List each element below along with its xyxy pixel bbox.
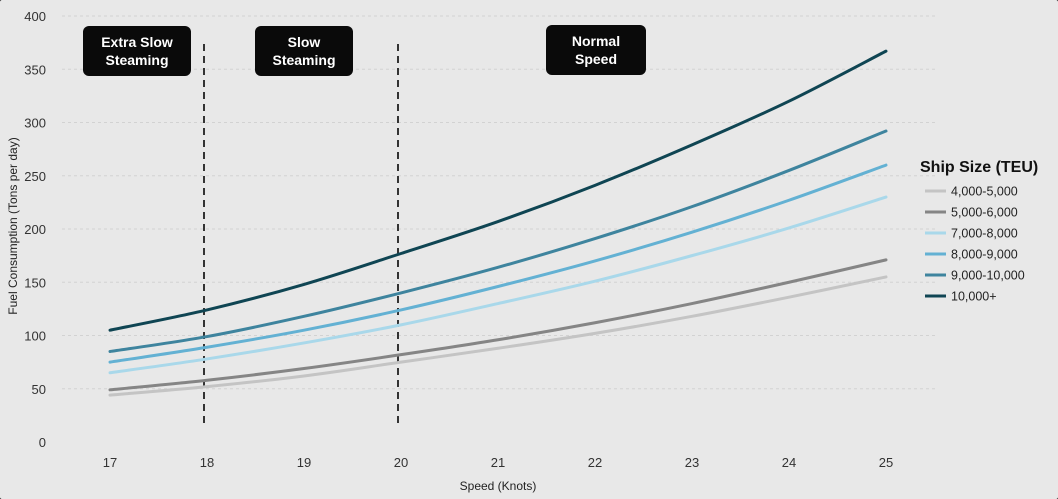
legend-item: 4,000-5,000 — [925, 185, 1018, 199]
annotation-extra-slow-steaming: Extra Slow Steaming — [83, 26, 191, 76]
legend-item: 10,000+ — [925, 290, 997, 304]
legend-title: Ship Size (TEU) — [920, 159, 1038, 176]
legend-item: 5,000-6,000 — [925, 206, 1018, 220]
y-tick-label: 300 — [24, 116, 46, 131]
x-tick-label: 22 — [588, 455, 602, 470]
x-tick-label: 18 — [200, 455, 214, 470]
series-lines — [108, 49, 888, 397]
y-tick-label: 400 — [24, 9, 46, 24]
legend-item: 8,000-9,000 — [925, 248, 1018, 262]
y-tick-label: 100 — [24, 329, 46, 344]
series-line — [108, 195, 888, 375]
legend-label: 4,000-5,000 — [951, 185, 1018, 199]
x-tick-label: 19 — [297, 455, 311, 470]
legend-label: 7,000-8,000 — [951, 227, 1018, 241]
series-line — [108, 129, 888, 353]
y-tick-label: 0 — [39, 435, 46, 450]
x-tick-label: 17 — [103, 455, 117, 470]
x-tick-label: 23 — [685, 455, 699, 470]
y-axis-ticks: 0 50 100 150 200 250 300 350 400 — [24, 9, 46, 450]
x-axis-title: Speed (Knots) — [460, 479, 537, 493]
reference-lines — [203, 44, 399, 428]
y-tick-label: 350 — [24, 62, 46, 77]
y-tick-label: 200 — [24, 222, 46, 237]
x-tick-label: 25 — [879, 455, 893, 470]
annotation-normal-speed: Normal Speed — [546, 25, 646, 75]
series-line — [108, 49, 888, 332]
legend-label: 5,000-6,000 — [951, 206, 1018, 220]
x-axis-ticks: 17 18 19 20 21 22 23 24 25 — [103, 455, 893, 470]
legend-item: 7,000-8,000 — [925, 227, 1018, 241]
legend-item: 9,000-10,000 — [925, 269, 1025, 283]
gridlines — [62, 15, 936, 390]
y-tick-label: 250 — [24, 169, 46, 184]
x-tick-label: 21 — [491, 455, 505, 470]
annotation-slow-steaming: Slow Steaming — [255, 26, 353, 76]
series-line — [108, 258, 888, 392]
series-line — [108, 163, 888, 364]
legend-label: 10,000+ — [951, 290, 997, 304]
legend: Ship Size (TEU) 4,000-5,000 5,000-6,000 7,… — [920, 159, 1038, 304]
x-tick-label: 24 — [782, 455, 796, 470]
legend-label: 8,000-9,000 — [951, 248, 1018, 262]
y-tick-label: 50 — [32, 382, 46, 397]
legend-label: 9,000-10,000 — [951, 269, 1025, 283]
y-axis-title: Fuel Consumption (Tons per day) — [6, 137, 20, 314]
y-tick-label: 150 — [24, 275, 46, 290]
x-tick-label: 20 — [394, 455, 408, 470]
series-line — [108, 275, 888, 397]
